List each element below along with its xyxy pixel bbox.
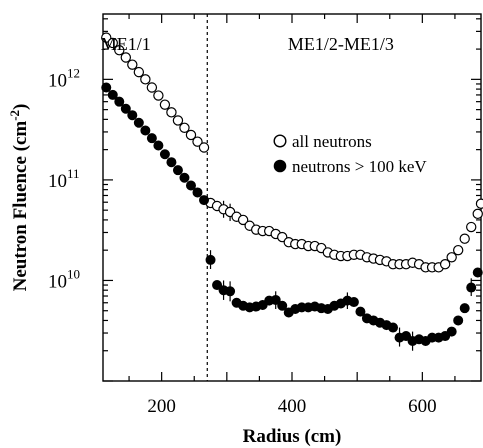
point-neutrons-above-100kev xyxy=(472,267,483,278)
y-tick-label: 1010 xyxy=(48,266,80,292)
point-neutrons-above-100kev xyxy=(166,157,177,168)
y-axis-title: Neutron Fluence (cm-2) xyxy=(7,104,31,292)
point-neutrons-above-100kev xyxy=(446,326,457,337)
point-all-neutrons xyxy=(446,252,457,263)
point-all-neutrons xyxy=(101,32,112,43)
x-tick-label: 600 xyxy=(408,396,437,417)
point-all-neutrons xyxy=(179,122,190,133)
point-neutrons-above-100kev xyxy=(205,254,216,265)
point-all-neutrons xyxy=(198,142,210,153)
point-neutrons-above-100kev xyxy=(159,149,170,160)
y-axis-title-exponent: -2 xyxy=(7,110,22,121)
y-tick-label: 1012 xyxy=(48,65,80,91)
point-all-neutrons xyxy=(192,136,203,147)
point-neutrons-above-100kev xyxy=(107,89,118,100)
point-all-neutrons xyxy=(133,66,145,78)
point-all-neutrons xyxy=(185,129,197,141)
point-neutrons-above-100kev xyxy=(192,187,203,198)
legend-marker-open-circle xyxy=(273,134,287,148)
y-tick-exponent: 11 xyxy=(67,166,80,181)
point-neutrons-above-100kev xyxy=(212,280,223,291)
point-neutrons-above-100kev xyxy=(140,125,151,136)
y-tick-exponent: 10 xyxy=(67,266,80,281)
region-label-me11: ME1/1 xyxy=(101,34,151,54)
point-all-neutrons xyxy=(172,115,184,126)
point-all-neutrons xyxy=(127,59,138,70)
x-axis-title: Radius (cm) xyxy=(243,426,342,447)
point-all-neutrons xyxy=(459,233,470,244)
y-tick-exponent: 12 xyxy=(67,65,80,80)
y-tick-base: 10 xyxy=(48,171,67,192)
axis-ticks xyxy=(103,14,481,382)
y-tick-base: 10 xyxy=(48,70,67,91)
point-neutrons-above-100kev xyxy=(348,297,359,308)
point-neutrons-above-100kev xyxy=(466,282,477,293)
point-neutrons-above-100kev xyxy=(388,322,399,333)
x-tick-label: 200 xyxy=(147,396,176,417)
data-points xyxy=(101,32,483,346)
point-all-neutrons xyxy=(166,107,177,118)
point-neutrons-above-100kev xyxy=(114,96,125,107)
y-tick-base: 10 xyxy=(48,271,67,292)
point-neutrons-above-100kev xyxy=(185,180,196,191)
legend-label-neutrons-100kev: neutrons > 100 keV xyxy=(292,157,427,176)
point-neutrons-above-100kev xyxy=(453,315,464,326)
point-all-neutrons xyxy=(237,214,249,226)
point-neutrons-above-100kev xyxy=(277,300,288,311)
legend-label-all-neutrons: all neutrons xyxy=(292,132,372,151)
region-label-me12-me13: ME1/2-ME1/3 xyxy=(288,34,394,54)
point-all-neutrons xyxy=(120,52,132,63)
point-neutrons-above-100kev xyxy=(225,286,236,297)
point-neutrons-above-100kev xyxy=(120,103,131,114)
legend-marker-filled-circle xyxy=(273,159,287,173)
point-all-neutrons xyxy=(439,259,451,270)
point-neutrons-above-100kev xyxy=(270,294,281,305)
x-tick-labels: 200 400 600 xyxy=(147,396,436,417)
point-neutrons-above-100kev xyxy=(459,303,470,314)
y-axis-title-close: ) xyxy=(10,104,31,110)
point-all-neutrons xyxy=(114,44,125,56)
point-neutrons-above-100kev xyxy=(153,140,164,151)
point-all-neutrons xyxy=(146,82,158,93)
point-neutrons-above-100kev xyxy=(172,165,183,176)
legend: all neutrons neutrons > 100 keV xyxy=(273,132,427,176)
point-neutrons-above-100kev xyxy=(146,133,157,144)
x-tick-label: 400 xyxy=(278,396,307,417)
point-all-neutrons xyxy=(140,74,151,85)
point-all-neutrons xyxy=(472,208,483,220)
point-neutrons-above-100kev xyxy=(179,172,190,183)
point-neutrons-above-100kev xyxy=(127,110,138,121)
point-all-neutrons xyxy=(153,90,164,101)
point-neutrons-above-100kev xyxy=(133,117,144,128)
y-tick-label: 1011 xyxy=(48,166,80,192)
plot-area xyxy=(101,13,483,382)
plot-frame xyxy=(102,13,482,382)
point-all-neutrons xyxy=(466,221,477,233)
point-all-neutrons xyxy=(452,244,464,256)
point-neutrons-above-100kev xyxy=(355,306,366,317)
point-all-neutrons xyxy=(475,198,483,209)
point-all-neutrons xyxy=(107,37,118,49)
y-axis-title-main: Neutron Fluence (cm xyxy=(10,121,31,292)
point-all-neutrons xyxy=(159,99,171,110)
point-neutrons-above-100kev xyxy=(199,195,210,206)
point-neutrons-above-100kev xyxy=(101,82,112,93)
